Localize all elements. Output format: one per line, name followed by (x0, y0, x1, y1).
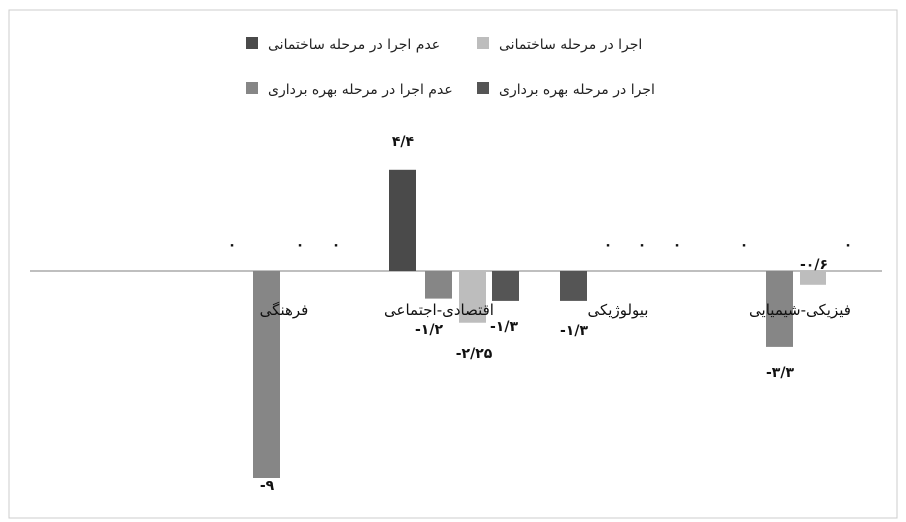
legend-swatch (477, 37, 489, 49)
data-label: ۰ (673, 237, 682, 253)
bar (800, 271, 826, 285)
chart-border (8, 9, 898, 519)
bar (766, 271, 793, 347)
legend: عدم اجرا در مرحله ساختمانی اجرا در مرحله … (246, 37, 655, 98)
data-label: -۳/۳ (766, 365, 794, 381)
bar (560, 271, 587, 301)
plot-area: ۰ -۲/۲۵ ۰ -۰/۶ ۰ ۴/۴ ۰ ۰ ۰ -۱/۳ -۱/۳ ۰ -۹ -۱/۲ ۰ -۳/۳ فر… (30, 134, 882, 494)
data-label: -۹ (260, 478, 275, 494)
data-label: ۰ (844, 237, 853, 253)
bar (389, 169, 416, 271)
bar (253, 271, 280, 478)
data-label: -۱/۲ (415, 322, 443, 338)
data-label: ۰ (740, 237, 749, 253)
legend-label: عدم اجرا در مرحله ساختمانی (268, 37, 440, 53)
data-label: -۱/۳ (560, 323, 588, 339)
data-label: ۰ (228, 237, 237, 253)
legend-swatch (246, 82, 258, 94)
category-label: فیزیکی-شیمیایی (749, 301, 851, 319)
legend-label: اجرا در مرحله ساختمانی (499, 37, 642, 53)
legend-label: اجرا در مرحله بهره برداری (499, 82, 655, 98)
legend-label: عدم اجرا در مرحله بهره برداری (268, 82, 453, 98)
data-label: -۰/۶ (800, 257, 828, 273)
bar (459, 271, 486, 323)
data-label: -۱/۳ (490, 319, 518, 335)
bar (425, 271, 452, 299)
data-label: ۰ (332, 237, 341, 253)
data-label: ۴/۴ (392, 134, 415, 150)
legend-swatch (246, 37, 258, 49)
data-label: -۲/۲۵ (456, 346, 493, 362)
category-label: فرهنگی (260, 301, 309, 319)
category-label: بیولوژیکی (588, 301, 649, 319)
data-label: ۰ (638, 237, 647, 253)
data-label: ۰ (604, 237, 613, 253)
bar (492, 271, 519, 301)
data-label: ۰ (296, 237, 305, 253)
legend-swatch (477, 82, 489, 94)
category-label: اقتصادی-اجتماعی (384, 301, 494, 319)
